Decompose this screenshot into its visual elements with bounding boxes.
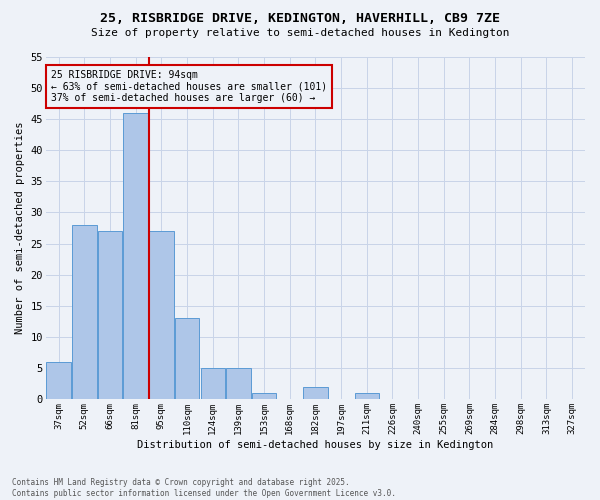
Text: 25, RISBRIDGE DRIVE, KEDINGTON, HAVERHILL, CB9 7ZE: 25, RISBRIDGE DRIVE, KEDINGTON, HAVERHIL… bbox=[100, 12, 500, 26]
Bar bbox=[124, 112, 148, 400]
Text: Contains HM Land Registry data © Crown copyright and database right 2025.
Contai: Contains HM Land Registry data © Crown c… bbox=[12, 478, 396, 498]
Bar bbox=[46, 362, 71, 400]
Y-axis label: Number of semi-detached properties: Number of semi-detached properties bbox=[15, 122, 25, 334]
Text: Size of property relative to semi-detached houses in Kedington: Size of property relative to semi-detach… bbox=[91, 28, 509, 38]
Bar bbox=[149, 231, 173, 400]
Bar bbox=[355, 393, 379, 400]
X-axis label: Distribution of semi-detached houses by size in Kedington: Distribution of semi-detached houses by … bbox=[137, 440, 494, 450]
Bar bbox=[252, 393, 276, 400]
Bar bbox=[303, 387, 328, 400]
Bar bbox=[98, 231, 122, 400]
Text: 25 RISBRIDGE DRIVE: 94sqm
← 63% of semi-detached houses are smaller (101)
37% of: 25 RISBRIDGE DRIVE: 94sqm ← 63% of semi-… bbox=[51, 70, 328, 103]
Bar bbox=[226, 368, 251, 400]
Bar bbox=[200, 368, 225, 400]
Bar bbox=[72, 225, 97, 400]
Bar bbox=[175, 318, 199, 400]
